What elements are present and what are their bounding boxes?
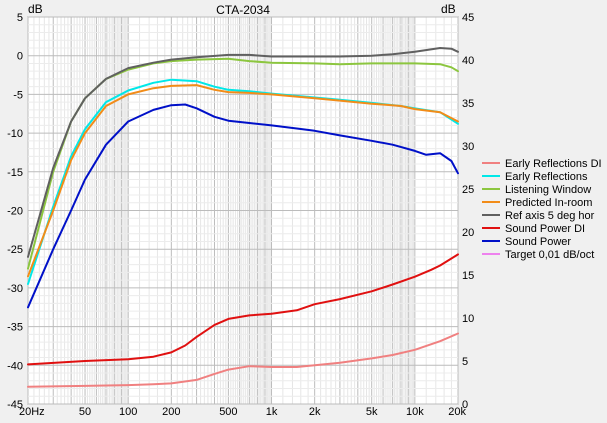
y-left-tick-label: -15 (7, 167, 23, 179)
legend-label: Early Reflections DI (505, 158, 602, 170)
y-right-tick-label: 35 (462, 98, 474, 110)
chart-title: CTA-2034 (216, 3, 270, 17)
x-tick-label: 10k (406, 406, 424, 418)
axes: 50-5-10-15-20-25-30-35-40-45454035302520… (7, 12, 474, 418)
y-right-tick-label: 15 (462, 270, 474, 282)
legend-label: Sound Power DI (505, 223, 585, 235)
series-line-5 (27, 253, 459, 366)
y-left-tick-label: -25 (7, 244, 23, 256)
y-right-tick-label: 30 (462, 141, 474, 153)
x-tick-label: 2k (309, 406, 321, 418)
series-layer (27, 47, 459, 388)
x-tick-label: 500 (219, 406, 237, 418)
y-right-tick-label: 0 (462, 399, 468, 411)
y-left-tick-label: 0 (17, 51, 23, 63)
y-right-tick-label: 5 (462, 356, 468, 368)
x-tick-label: 50 (79, 406, 91, 418)
y-left-tick-label: -10 (7, 128, 23, 140)
y-right-tick-label: 10 (462, 313, 474, 325)
left-axis-unit: dB (28, 2, 43, 16)
y-right-tick-label: 25 (462, 184, 474, 196)
legend-label: Sound Power (505, 236, 571, 248)
x-tick-label: 200 (162, 406, 180, 418)
legend-label: Predicted In-room (505, 197, 592, 209)
x-tick-label: 5k (366, 406, 378, 418)
series-line-3 (27, 84, 459, 278)
legend-label: Target 0,01 dB/oct (505, 249, 594, 261)
y-left-tick-label: -40 (7, 360, 23, 372)
x-tick-label: 20k (448, 406, 466, 418)
right-axis-unit: dB (441, 2, 456, 16)
y-left-tick-label: -45 (7, 399, 23, 411)
y-right-tick-label: 40 (462, 55, 474, 67)
series-line-0 (27, 332, 459, 388)
x-tick-label: 1k (266, 406, 278, 418)
y-left-tick-label: -20 (7, 206, 23, 218)
y-left-tick-label: -30 (7, 283, 23, 295)
legend-label: Listening Window (505, 184, 591, 196)
series-line-4 (27, 47, 459, 258)
y-left-tick-label: -35 (7, 322, 23, 334)
y-left-tick-label: -5 (13, 89, 23, 101)
y-left-tick-label: 5 (17, 12, 23, 24)
legend-label: Early Reflections (505, 171, 588, 183)
x-tick-label: 20Hz (19, 406, 45, 418)
series-line-6 (27, 103, 459, 309)
y-right-tick-label: 20 (462, 227, 474, 239)
legend-label: Ref axis 5 deg hor (505, 210, 595, 222)
x-tick-label: 100 (119, 406, 137, 418)
grid (27, 16, 459, 405)
y-right-tick-label: 45 (462, 12, 474, 24)
